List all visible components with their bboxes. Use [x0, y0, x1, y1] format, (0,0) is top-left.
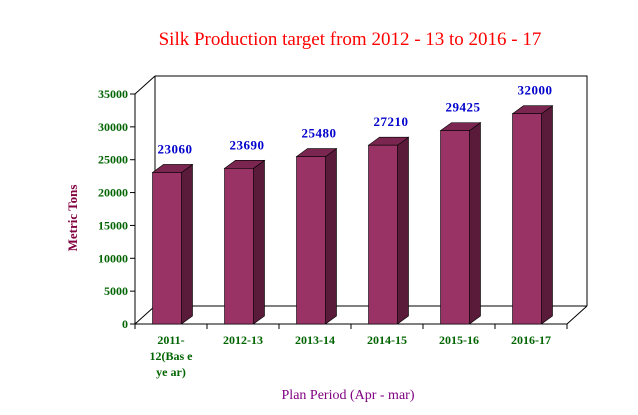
y-tick-label: 0 [122, 317, 128, 331]
x-tick-label: 2014-15 [367, 333, 407, 347]
bar-side [397, 136, 409, 325]
data-label: 23060 [158, 141, 193, 156]
bar [223, 159, 266, 325]
depth-top-left [134, 75, 156, 95]
bar-front [152, 172, 182, 325]
x-axis-ticks: 2011- 12(Bas e ye ar) 2012-13 2013-14 2014-15… [134, 324, 568, 379]
bar-side [469, 122, 481, 325]
y-tick-label: 20000 [98, 186, 128, 200]
data-label: 23690 [230, 137, 265, 152]
y-axis-title: Metric Tons [65, 185, 80, 252]
x-tick-label: 12(Bas e [150, 349, 194, 363]
data-label: 27210 [374, 114, 409, 129]
bar-side [325, 147, 337, 325]
bar-front [368, 144, 398, 325]
bar [295, 147, 338, 325]
y-tick-label: 30000 [98, 120, 128, 134]
bar [367, 136, 410, 325]
bar-front [440, 130, 470, 325]
x-tick-label: 2015-16 [439, 333, 479, 347]
bar [151, 163, 194, 325]
x-tick-label: ye ar) [156, 365, 186, 379]
bar-front [512, 113, 542, 325]
floor-right [566, 305, 588, 325]
bars-group: 23060 23690 25480 27210 29425 32000 [151, 83, 554, 325]
x-tick-label: 2016-17 [511, 333, 551, 347]
x-axis-title: Plan Period (Apr - mar) [282, 388, 415, 403]
data-label: 29425 [446, 100, 481, 115]
x-tick-label: 2011- [157, 333, 184, 347]
bar-side [253, 159, 265, 325]
bar [439, 122, 482, 325]
depth-bottom-left [134, 305, 156, 325]
bar-front [224, 168, 254, 325]
bar [511, 105, 554, 325]
bar-side [181, 163, 193, 325]
y-tick-label: 35000 [98, 87, 128, 101]
y-tick-label: 10000 [98, 251, 128, 265]
bar-side [541, 105, 553, 325]
y-tick-label: 25000 [98, 153, 128, 167]
back-wall-top [155, 75, 588, 306]
y-tick-label: 5000 [104, 284, 128, 298]
data-label: 32000 [518, 83, 553, 98]
bar-front [296, 156, 326, 325]
x-tick-label: 2012-13 [223, 333, 263, 347]
data-label: 25480 [302, 126, 337, 141]
x-tick-label: 2013-14 [295, 333, 335, 347]
chart-title: Silk Production target from 2012 - 13 to… [159, 29, 542, 50]
y-tick-label: 15000 [98, 218, 128, 232]
y-axis-ticks: 0 5000 10000 15000 20000 25000 30000 35000 [98, 87, 135, 331]
